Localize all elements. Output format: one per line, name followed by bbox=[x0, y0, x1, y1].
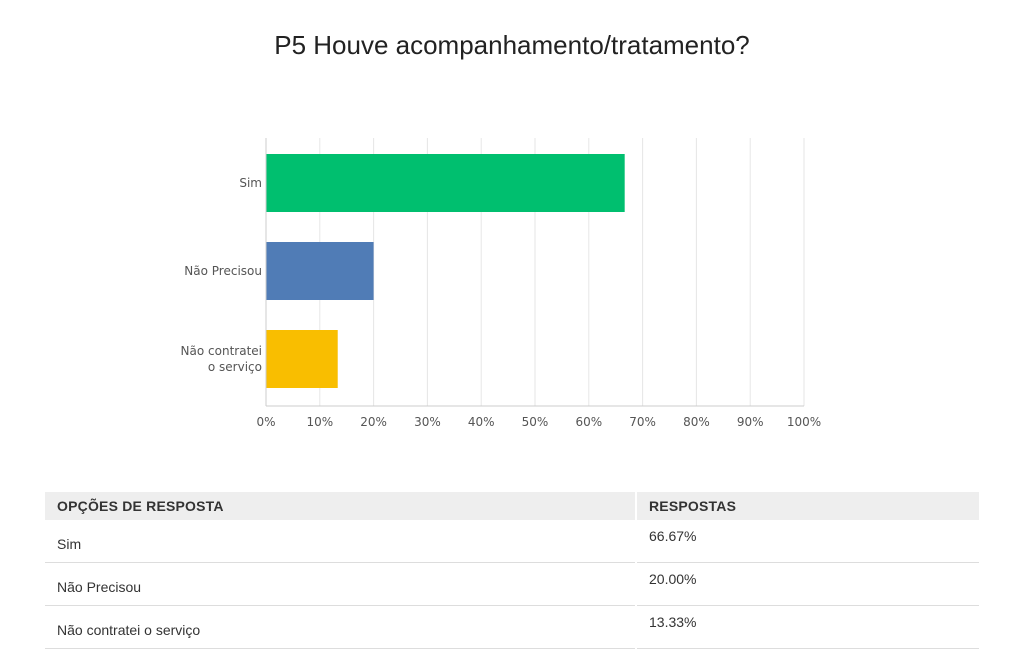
x-tick-label: 10% bbox=[306, 415, 333, 429]
bar-1 bbox=[266, 154, 625, 212]
row-option: Não contratei o serviço bbox=[45, 605, 636, 649]
x-tick-label: 90% bbox=[737, 415, 764, 429]
x-tick-label: 50% bbox=[522, 415, 549, 429]
x-tick-label: 40% bbox=[468, 415, 495, 429]
category-label: Sim bbox=[239, 176, 262, 190]
chart-title: P5 Houve acompanhamento/tratamento? bbox=[274, 30, 750, 60]
bar-2 bbox=[266, 242, 374, 300]
category-label-line: o serviço bbox=[208, 360, 262, 374]
row-option: Não Precisou bbox=[45, 562, 636, 606]
results-table: OPÇÕES DE RESPOSTA RESPOSTAS Sim 66.67% … bbox=[45, 492, 979, 649]
x-tick-label: 70% bbox=[629, 415, 656, 429]
header-responses: RESPOSTAS bbox=[635, 492, 979, 520]
bars bbox=[266, 154, 625, 388]
header-answer-options: OPÇÕES DE RESPOSTA bbox=[45, 492, 636, 520]
row-value: 20.00% bbox=[635, 562, 979, 606]
category-labels: Sim Não Precisou Não contratei o serviço bbox=[181, 176, 262, 374]
axes bbox=[265, 138, 804, 407]
category-label-line: Sim bbox=[239, 176, 262, 190]
row-option: Sim bbox=[45, 520, 636, 563]
x-tick-label: 60% bbox=[575, 415, 602, 429]
bar-3 bbox=[266, 330, 338, 388]
table-row: Sim 66.67% bbox=[45, 520, 979, 563]
tick-labels: 0% 10% 20% 30% 40% 50% 60% 70% 80% 90% 100% bbox=[256, 415, 821, 429]
category-label-line: Não contratei bbox=[181, 344, 262, 358]
category-label-line: Não Precisou bbox=[184, 264, 262, 278]
row-value: 66.67% bbox=[635, 520, 979, 563]
category-label: Não Precisou bbox=[184, 264, 262, 278]
x-tick-label: 30% bbox=[414, 415, 441, 429]
x-tick-label: 80% bbox=[683, 415, 710, 429]
bar-chart: Sim Não Precisou Não contratei o serviço 0%… bbox=[181, 138, 821, 429]
table-row: Não contratei o serviço 13.33% bbox=[45, 605, 979, 649]
row-value: 13.33% bbox=[635, 605, 979, 649]
x-tick-label: 20% bbox=[360, 415, 387, 429]
x-tick-label: 100% bbox=[787, 415, 821, 429]
category-label: Não contratei o serviço bbox=[181, 344, 262, 374]
x-tick-label: 0% bbox=[256, 415, 275, 429]
table-row: Não Precisou 20.00% bbox=[45, 562, 979, 606]
table-header-row: OPÇÕES DE RESPOSTA RESPOSTAS bbox=[45, 492, 979, 520]
